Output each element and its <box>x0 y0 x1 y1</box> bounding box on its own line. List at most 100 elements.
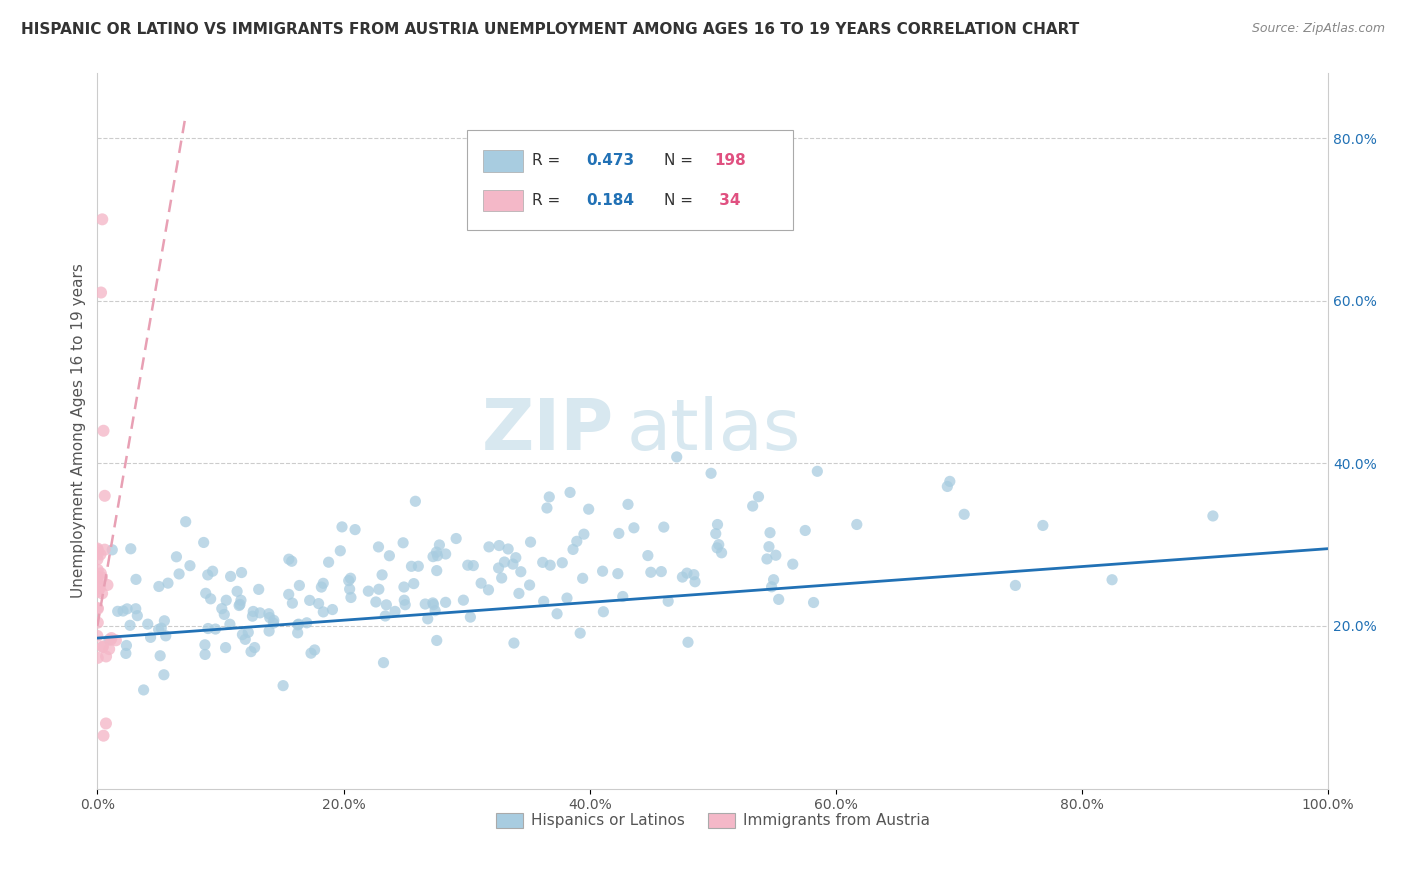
Point <box>505 550 527 565</box>
Text: 198: 198 <box>714 153 745 169</box>
Point <box>101 542 124 557</box>
Point <box>340 591 363 605</box>
Point <box>569 626 592 640</box>
Point <box>87 650 110 665</box>
Point <box>89 582 111 596</box>
Point <box>531 555 554 569</box>
Point <box>86 601 108 615</box>
Point <box>546 607 568 621</box>
Point <box>287 618 309 632</box>
Point <box>298 593 321 607</box>
Point <box>375 598 398 612</box>
Point <box>94 716 117 731</box>
Point <box>533 594 555 608</box>
Point <box>219 569 242 583</box>
Point <box>700 467 723 481</box>
Point <box>422 598 444 612</box>
Point <box>89 548 111 562</box>
Point <box>683 574 706 589</box>
Point <box>277 587 299 601</box>
Point <box>394 593 416 607</box>
Point <box>794 524 817 538</box>
Text: N =: N = <box>664 193 693 208</box>
Point <box>93 729 115 743</box>
Point <box>640 566 662 580</box>
Point <box>671 570 693 584</box>
Point <box>617 497 640 511</box>
Text: 34: 34 <box>714 193 741 208</box>
Point <box>416 612 439 626</box>
Point <box>259 610 281 624</box>
Point <box>578 502 600 516</box>
Point <box>519 535 541 549</box>
FancyBboxPatch shape <box>467 130 793 230</box>
Point <box>707 538 730 552</box>
Point <box>240 645 263 659</box>
Point <box>565 534 588 549</box>
Point <box>457 558 479 573</box>
Point <box>538 558 561 573</box>
Point <box>491 571 513 585</box>
Point <box>706 541 728 555</box>
Point <box>374 609 396 624</box>
Point <box>413 597 436 611</box>
Point <box>367 540 389 554</box>
Point <box>91 212 114 227</box>
Point <box>330 520 353 534</box>
Point <box>953 508 976 522</box>
Point <box>90 285 112 300</box>
Point <box>758 540 780 554</box>
Point <box>478 540 501 554</box>
Point <box>257 607 280 621</box>
Point <box>257 624 280 638</box>
Point <box>759 525 782 540</box>
Point <box>551 556 574 570</box>
Point <box>219 617 242 632</box>
Y-axis label: Unemployment Among Ages 16 to 19 years: Unemployment Among Ages 16 to 19 years <box>72 263 86 599</box>
Point <box>242 609 264 624</box>
Point <box>288 578 311 592</box>
Point <box>197 568 219 582</box>
Point <box>281 596 304 610</box>
Point <box>765 548 787 562</box>
Point <box>710 546 733 560</box>
Point <box>519 578 541 592</box>
Point <box>508 586 530 600</box>
Point <box>665 450 688 464</box>
Point <box>211 601 233 615</box>
Point <box>650 565 672 579</box>
Point <box>364 595 387 609</box>
Point <box>394 598 416 612</box>
Point <box>761 580 783 594</box>
Point <box>404 494 426 508</box>
Point <box>193 535 215 549</box>
Point <box>426 564 449 578</box>
Point <box>125 601 148 615</box>
Point <box>136 617 159 632</box>
Point <box>311 580 333 594</box>
Text: ZIP: ZIP <box>482 396 614 466</box>
Point <box>329 543 352 558</box>
Point <box>86 569 108 583</box>
Point <box>167 566 190 581</box>
Point <box>803 595 825 609</box>
Point <box>426 549 449 563</box>
Point <box>572 527 595 541</box>
Point <box>426 633 449 648</box>
Point <box>295 615 318 630</box>
Point <box>321 602 343 616</box>
Text: atlas: atlas <box>627 396 801 466</box>
Point <box>555 591 578 605</box>
Point <box>238 625 260 640</box>
Point <box>233 632 256 647</box>
Point <box>371 567 394 582</box>
Point <box>676 566 699 581</box>
Point <box>623 521 645 535</box>
Point <box>87 578 110 592</box>
Point <box>242 604 264 618</box>
Point <box>344 523 367 537</box>
Text: R =: R = <box>531 193 560 208</box>
Point <box>215 593 238 607</box>
Point <box>104 633 127 648</box>
Point <box>423 604 446 618</box>
